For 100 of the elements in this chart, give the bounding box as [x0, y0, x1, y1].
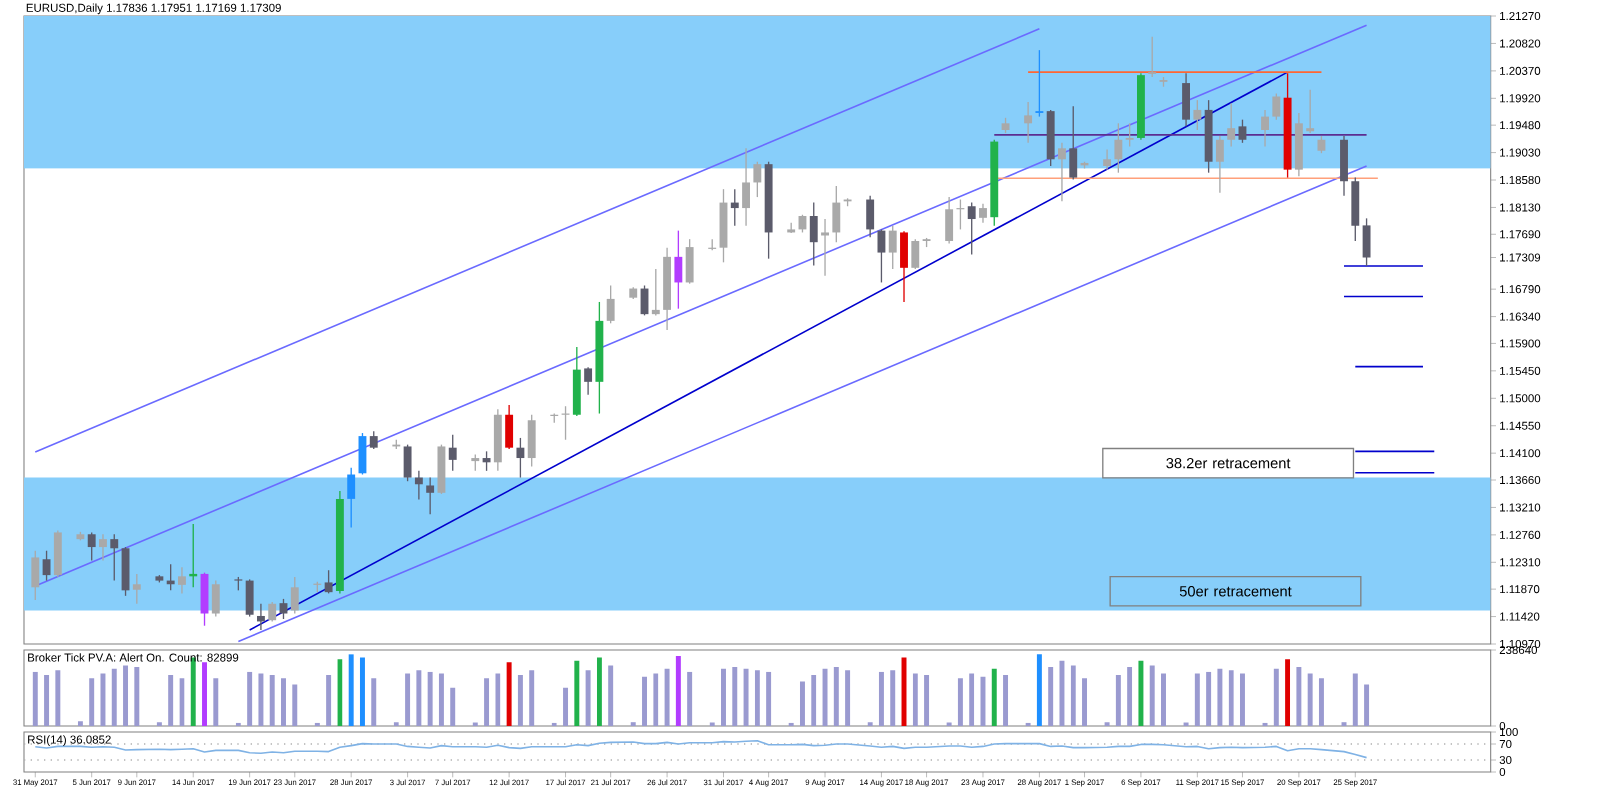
bar — [416, 670, 422, 727]
bar — [123, 665, 129, 727]
candlestick — [1069, 105, 1078, 181]
bar — [348, 654, 354, 727]
candlestick — [888, 225, 897, 270]
candlestick — [1114, 122, 1123, 174]
bar — [563, 687, 569, 727]
candlestick — [1103, 148, 1112, 171]
bar — [1285, 659, 1291, 727]
bar — [32, 671, 38, 727]
bar — [1161, 673, 1166, 727]
bar — [980, 676, 986, 727]
candlestick — [1362, 217, 1371, 267]
candlestick — [572, 346, 581, 417]
candlestick — [279, 598, 288, 620]
candlestick — [211, 579, 220, 618]
bar — [845, 670, 851, 727]
candlestick — [347, 467, 356, 529]
bar — [44, 675, 50, 727]
bar — [326, 675, 332, 727]
bar — [1059, 660, 1065, 727]
bar — [1048, 667, 1054, 727]
candlestick — [482, 450, 491, 472]
candlestick — [42, 550, 51, 582]
candlestick — [730, 188, 739, 227]
bar — [517, 675, 523, 727]
candlestick — [1351, 176, 1360, 242]
bar — [168, 675, 174, 727]
candlestick — [945, 196, 954, 245]
candlestick — [1272, 92, 1281, 121]
bar — [484, 678, 490, 727]
bar — [822, 668, 828, 727]
candlestick — [1193, 99, 1202, 131]
bar — [427, 671, 433, 727]
bar — [1115, 675, 1121, 727]
candlestick — [516, 437, 525, 479]
bar — [89, 678, 95, 727]
bar — [1318, 678, 1324, 727]
candlestick — [178, 566, 186, 595]
candlestick — [403, 443, 412, 482]
candlestick — [809, 201, 818, 267]
candlestick — [1340, 135, 1348, 197]
bar — [1217, 668, 1223, 727]
candlestick — [1227, 102, 1236, 148]
bar — [890, 670, 896, 727]
candlestick — [1125, 122, 1134, 148]
candlestick — [324, 569, 333, 595]
candlestick — [1261, 109, 1269, 148]
candlestick — [437, 443, 446, 495]
bar — [1239, 673, 1245, 727]
bar — [991, 668, 997, 727]
bar — [359, 657, 365, 727]
bar — [247, 671, 253, 727]
bar — [924, 675, 930, 727]
candlestick — [290, 576, 299, 615]
candlestick — [414, 470, 423, 501]
candlestick — [527, 414, 536, 468]
candlestick — [1058, 142, 1066, 203]
bar — [213, 678, 219, 727]
bar — [596, 657, 602, 727]
candlestick — [448, 434, 457, 472]
bar — [642, 676, 647, 727]
bar — [833, 667, 839, 727]
bar — [732, 667, 738, 727]
bar — [371, 678, 377, 727]
bar — [1307, 673, 1313, 727]
bar — [1036, 654, 1042, 727]
candlestick — [268, 601, 277, 623]
bar — [100, 673, 106, 727]
candlestick — [505, 404, 514, 450]
bar — [1003, 675, 1009, 727]
bar — [438, 673, 444, 727]
bar — [111, 668, 117, 727]
candlestick — [87, 531, 96, 562]
candlestick — [1182, 72, 1191, 128]
bar — [292, 684, 298, 727]
candlestick — [245, 578, 254, 618]
bar — [766, 671, 772, 727]
bar — [134, 667, 140, 727]
candlestick — [426, 476, 435, 515]
candlestick — [132, 573, 141, 605]
bar — [799, 681, 805, 727]
candlestick — [1035, 49, 1044, 118]
bar — [1138, 660, 1144, 727]
bar — [912, 673, 918, 727]
bar — [743, 668, 749, 727]
bar — [405, 673, 411, 727]
candlestick — [53, 529, 62, 578]
bar — [1206, 671, 1212, 727]
bar — [969, 673, 975, 727]
bar — [269, 675, 275, 727]
bar — [1364, 684, 1370, 727]
bar — [55, 670, 61, 727]
bar — [506, 662, 512, 727]
candlestick — [742, 147, 751, 227]
bar — [721, 668, 726, 727]
bar — [1352, 673, 1358, 727]
candlestick — [979, 203, 987, 224]
bar — [574, 660, 580, 727]
candlestick — [832, 185, 841, 243]
